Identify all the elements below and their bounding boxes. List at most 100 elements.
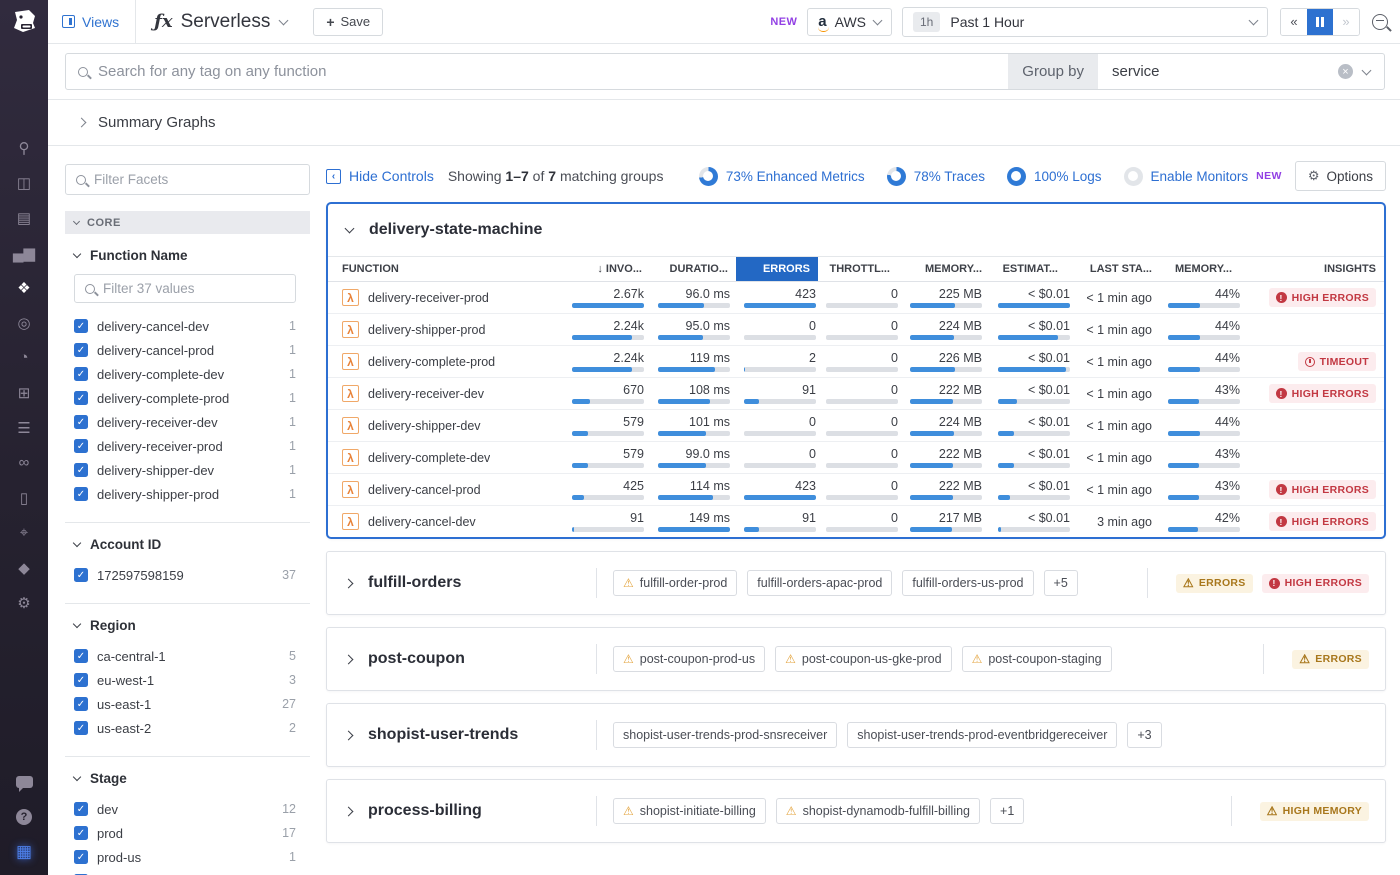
facet-item[interactable]: ✓staging1 — [74, 869, 296, 875]
facet-value-filter-input[interactable] — [103, 281, 253, 296]
security-icon[interactable]: ◆ — [18, 559, 30, 577]
watchdog-icon[interactable]: ◫ — [16, 174, 32, 192]
function-chip[interactable]: shopist-user-trends-prod-eventbridgerece… — [847, 722, 1118, 748]
function-chip[interactable]: +1 — [990, 798, 1025, 824]
facet-item[interactable]: ✓ eu-west-1 3 — [74, 668, 296, 692]
events-icon[interactable]: ▤ — [16, 209, 32, 227]
facet-item[interactable]: ✓ prod 17 — [74, 821, 296, 845]
insight-badge-high-errors[interactable]: HIGH ERRORS — [1268, 288, 1376, 307]
checkbox-checked[interactable]: ✓ — [74, 673, 88, 687]
group-title[interactable]: process-billing — [368, 802, 482, 819]
zoom-out-icon[interactable] — [1372, 13, 1388, 30]
apm-icon[interactable]: ◎ — [17, 314, 31, 332]
tracker--logs[interactable]: 100% Logs — [1006, 166, 1102, 186]
facet-section-header[interactable]: Function Name — [72, 248, 296, 263]
facet-item[interactable]: ✓ prod-us 1 — [74, 845, 296, 869]
checkbox-checked[interactable]: ✓ — [74, 439, 88, 453]
checkbox-checked[interactable]: ✓ — [74, 343, 88, 357]
group-title[interactable]: post-coupon — [368, 650, 465, 667]
facet-section-header[interactable]: Account ID — [72, 537, 296, 552]
cloud-provider-select[interactable]: a AWS — [807, 7, 892, 36]
facet-item[interactable]: ✓ ca-central-1 5 — [74, 644, 296, 668]
column-header-laststa[interactable]: LAST STA... — [1066, 256, 1160, 282]
time-pause-button[interactable] — [1307, 8, 1333, 35]
time-range-select[interactable]: 1h Past 1 Hour — [902, 6, 1268, 37]
column-header-memory[interactable]: MEMORY... — [898, 256, 990, 282]
checkbox-checked[interactable]: ✓ — [74, 415, 88, 429]
dashboards-icon[interactable]: ◔ — [19, 349, 29, 366]
group-by-value[interactable]: service — [1112, 63, 1160, 80]
function-name-link[interactable]: delivery-receiver-prod — [368, 290, 489, 305]
insight-badge-high-errors[interactable]: HIGH ERRORS — [1268, 384, 1376, 403]
function-chip[interactable]: +5 — [1043, 570, 1078, 596]
facet-item[interactable]: ✓ delivery-cancel-dev 1 — [74, 314, 296, 338]
column-header-insights[interactable]: INSIGHTS — [1240, 256, 1384, 282]
function-chip[interactable]: ⚠ shopist-initiate-billing — [613, 798, 766, 824]
function-chip[interactable]: +3 — [1127, 722, 1162, 748]
chevron-right-icon[interactable] — [343, 730, 354, 740]
tracker--traces[interactable]: 78% Traces — [886, 166, 985, 186]
group-badge-high-memory[interactable]: ⚠ HIGH MEMORY — [1259, 801, 1369, 821]
group-badge-errors[interactable]: ⚠ ERRORS — [1292, 649, 1369, 669]
checkbox-checked[interactable]: ✓ — [74, 721, 88, 735]
summary-graphs-toggle[interactable]: Summary Graphs — [48, 100, 1400, 146]
hide-controls-button[interactable]: ‹ Hide Controls — [326, 168, 434, 184]
time-forward-button[interactable]: » — [1333, 8, 1359, 35]
facet-item[interactable]: ✓ dev 12 — [74, 797, 296, 821]
group-title[interactable]: shopist-user-trends — [368, 726, 519, 743]
facet-item[interactable]: ✓ delivery-shipper-prod 1 — [74, 482, 296, 506]
function-chip[interactable]: shopist-user-trends-prod-snsreceiver — [613, 722, 838, 748]
column-header-function[interactable]: FUNCTION — [328, 256, 564, 282]
checkbox-checked[interactable]: ✓ — [74, 697, 88, 711]
function-chip[interactable]: fulfill-orders-apac-prod — [747, 570, 893, 596]
function-chip[interactable]: ⚠ post-coupon-staging — [961, 646, 1112, 672]
chevron-right-icon[interactable] — [343, 578, 354, 588]
chevron-down-icon[interactable] — [278, 15, 289, 25]
checkbox-checked[interactable]: ✓ — [74, 826, 88, 840]
group-title[interactable]: fulfill-orders — [368, 574, 462, 591]
tracker--enhanced-metrics[interactable]: 73% Enhanced Metrics — [698, 166, 865, 186]
function-name-link[interactable]: delivery-complete-prod — [368, 354, 496, 369]
chevron-right-icon[interactable] — [343, 654, 354, 664]
checkbox-checked[interactable]: ✓ — [74, 850, 88, 864]
chevron-right-icon[interactable] — [343, 806, 354, 816]
group-badge-high-errors[interactable]: HIGH ERRORS — [1261, 573, 1369, 593]
facet-item[interactable]: ✓ 172597598159 37 — [74, 563, 296, 587]
facet-item[interactable]: ✓ delivery-receiver-prod 1 — [74, 434, 296, 458]
time-backward-button[interactable]: « — [1281, 8, 1307, 35]
facet-section-header[interactable]: Region — [72, 618, 296, 633]
column-header-invo[interactable]: ↓ INVO... — [564, 256, 650, 282]
facet-item[interactable]: ✓ delivery-shipper-dev 1 — [74, 458, 296, 482]
insight-badge-high-errors[interactable]: HIGH ERRORS — [1268, 512, 1376, 531]
checkbox-checked[interactable]: ✓ — [74, 802, 88, 816]
insight-badge-timeout[interactable]: TIMEOUT — [1297, 352, 1376, 371]
datadog-logo[interactable] — [9, 8, 39, 38]
function-name-link[interactable]: delivery-shipper-dev — [368, 418, 481, 433]
column-header-throttl[interactable]: THROTTL... — [818, 256, 898, 282]
function-name-link[interactable]: delivery-shipper-prod — [368, 322, 486, 337]
options-button[interactable]: ⚙ Options — [1294, 161, 1386, 191]
synthetics-icon[interactable]: ⌖ — [19, 524, 29, 541]
checkbox-checked[interactable]: ✓ — [74, 568, 88, 582]
metrics-icon[interactable]: ▄▆ — [12, 244, 36, 262]
service-map-icon[interactable]: ∞ — [18, 454, 30, 471]
checkbox-checked[interactable]: ✓ — [74, 463, 88, 477]
search-icon[interactable]: ⚲ — [18, 139, 30, 157]
group-badge-errors[interactable]: ⚠ ERRORS — [1175, 573, 1253, 593]
function-chip[interactable]: ⚠ fulfill-order-prod — [613, 570, 738, 596]
checkbox-checked[interactable]: ✓ — [74, 487, 88, 501]
facet-item[interactable]: ✓ delivery-complete-dev 1 — [74, 362, 296, 386]
column-header-estimat[interactable]: ESTIMAT... — [990, 256, 1066, 282]
function-name-link[interactable]: delivery-receiver-dev — [368, 386, 485, 401]
search-input[interactable] — [98, 63, 1009, 80]
facet-section-header[interactable]: Stage — [72, 771, 296, 786]
tracker-enable-monitors[interactable]: Enable Monitors NEW — [1123, 166, 1282, 186]
function-chip[interactable]: ⚠ post-coupon-us-gke-prod — [775, 646, 952, 672]
facet-item[interactable]: ✓ us-east-2 2 — [74, 716, 296, 740]
column-header-errors[interactable]: ERRORS — [736, 256, 818, 282]
facet-item[interactable]: ✓ delivery-receiver-dev 1 — [74, 410, 296, 434]
views-button[interactable]: Views — [62, 14, 119, 30]
notebooks-icon[interactable]: ▯ — [19, 489, 29, 507]
function-name-link[interactable]: delivery-cancel-dev — [368, 514, 476, 529]
bits-ai-icon[interactable]: ▦ — [15, 841, 33, 861]
